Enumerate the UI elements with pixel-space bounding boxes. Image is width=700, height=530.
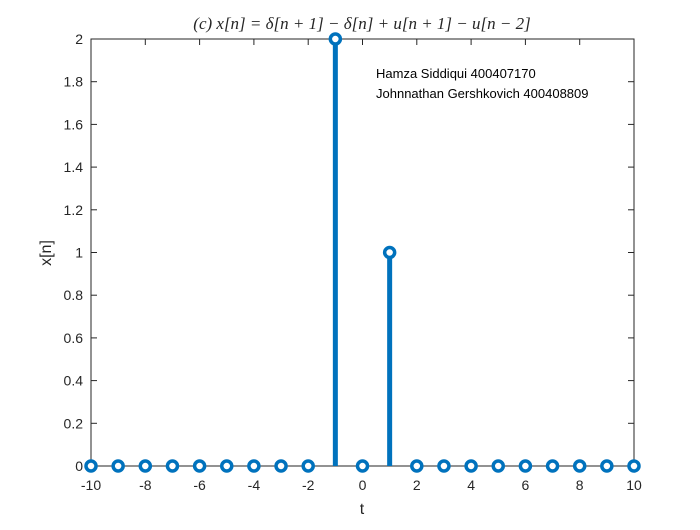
x-tick-label: 8: [576, 477, 584, 493]
y-tick-label: 1.8: [64, 74, 84, 90]
y-tick-label: 0.2: [64, 415, 84, 431]
stem-marker: [382, 245, 397, 260]
y-tick-label: 1.4: [64, 159, 84, 175]
y-tick-label: 0.8: [64, 287, 84, 303]
y-tick-label: 0.4: [64, 373, 84, 389]
stem-marker: [138, 459, 153, 473]
y-tick-labels: 0 0.2 0.4 0.6 0.8 1 1.2 1.4 1.6 1.8 2: [64, 31, 84, 474]
stem-marker: [627, 459, 641, 473]
stem-marker: [301, 459, 315, 473]
stem-marker: [220, 459, 234, 473]
x-tick-label: 4: [467, 477, 475, 493]
stem-marker: [410, 459, 424, 473]
stem-marker: [491, 459, 505, 473]
x-tick-label: -8: [139, 477, 152, 493]
stem-marker: [328, 32, 343, 46]
stem-marker: [165, 459, 180, 473]
y-tick-label: 1: [75, 245, 83, 261]
stem-marker: [84, 459, 98, 473]
x-tick-label: -10: [81, 477, 101, 493]
stem-marker: [545, 459, 560, 473]
x-tick-label: -2: [302, 477, 315, 493]
y-tick-label: 0.6: [64, 330, 84, 346]
stem-series: [84, 32, 641, 473]
y-tick-label: 1.2: [64, 202, 84, 218]
stem-marker: [437, 459, 451, 473]
x-axis-label: t: [360, 501, 365, 518]
y-axis-label: x[n]: [38, 240, 55, 266]
plot-area: [90, 38, 635, 467]
x-tick-labels: -10 -8 -6 -4 -2 0 2 4 6 8 10: [81, 477, 642, 493]
x-tick-label: -4: [248, 477, 261, 493]
y-tick-label: 1.6: [64, 116, 84, 132]
annotation-author-1: Hamza Siddiqui 400407170: [376, 66, 536, 81]
stem-marker: [192, 459, 207, 473]
stem-marker: [464, 459, 478, 473]
stem-marker: [600, 459, 614, 473]
annotation-author-2: Johnnathan Gershkovich 400408809: [376, 86, 589, 101]
x-tick-label: 0: [359, 477, 367, 493]
stem-marker: [274, 459, 288, 473]
x-tick-label: 10: [626, 477, 642, 493]
x-tick-label: 6: [522, 477, 530, 493]
stem-marker: [518, 459, 533, 473]
stem-marker: [247, 459, 261, 473]
stem-marker: [111, 459, 125, 473]
x-tick-label: -6: [193, 477, 206, 493]
stem-marker: [572, 459, 587, 473]
y-tick-label: 2: [75, 31, 83, 47]
chart-title: (c) x[n] = δ[n + 1] − δ[n] + u[n + 1] − …: [193, 14, 530, 33]
stem-marker: [355, 459, 370, 473]
y-tick-label: 0: [75, 458, 83, 474]
x-tick-label: 2: [413, 477, 421, 493]
